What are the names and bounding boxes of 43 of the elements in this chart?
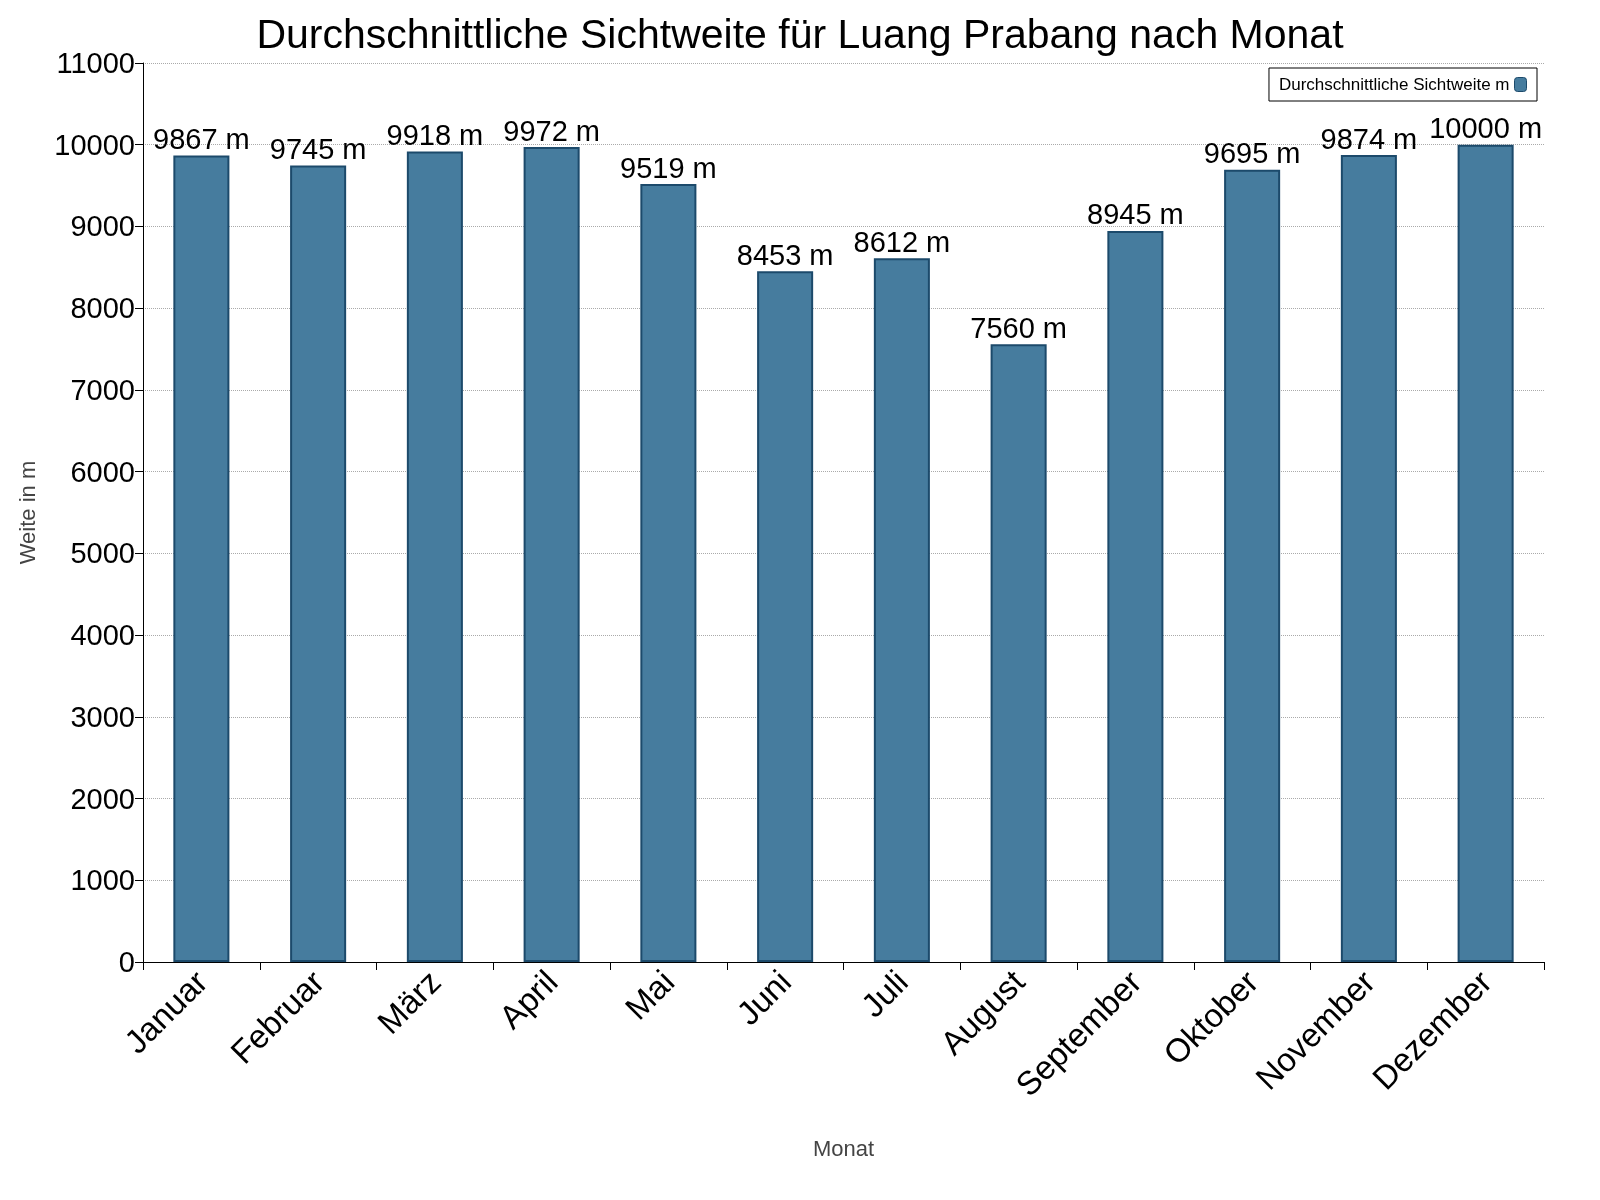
data-label: 9519 m	[620, 151, 717, 184]
bar	[990, 344, 1047, 962]
y-tick-label: 0	[118, 946, 135, 978]
data-label: 9695 m	[1203, 137, 1301, 170]
y-tick-label: 5000	[70, 537, 135, 570]
bar	[1107, 230, 1164, 962]
bar	[1340, 155, 1397, 962]
data-label: 7560 m	[970, 311, 1067, 344]
legend-label: Durchschnittliche Sichtweite m	[1278, 75, 1510, 94]
bar	[757, 271, 814, 962]
data-label: 9918 m	[386, 118, 484, 151]
y-tick-label: 2000	[70, 782, 135, 815]
x-axis-title: Monat	[812, 1135, 875, 1161]
x-tick-label: Mai	[617, 962, 682, 1027]
bar	[173, 155, 230, 962]
x-tick-label: Juni	[729, 962, 799, 1032]
data-label: 9972 m	[503, 114, 600, 147]
x-tick-label: Juli	[853, 962, 915, 1025]
y-tick-label: 1000	[70, 864, 135, 897]
y-tick-label: 4000	[70, 619, 135, 652]
y-tick-label: 10000	[54, 128, 135, 161]
data-label: 8945 m	[1087, 198, 1184, 231]
data-label: 10000 m	[1429, 112, 1543, 145]
bar	[1224, 169, 1281, 962]
bar	[1457, 144, 1514, 962]
y-tick-label: 11000	[56, 47, 135, 79]
bar	[290, 165, 347, 962]
y-tick-label: 7000	[70, 373, 135, 406]
y-tick-label: 6000	[70, 455, 135, 488]
data-label: 8453 m	[736, 238, 834, 271]
data-label: 9745 m	[269, 133, 367, 166]
y-tick-label: 8000	[70, 292, 135, 325]
data-label: 9867 m	[153, 123, 250, 156]
bar	[640, 184, 697, 962]
bar	[873, 258, 930, 962]
bar	[523, 147, 580, 962]
y-axis-title: Weite in m	[14, 460, 40, 565]
chart-title: Durchschnittliche Sichtweite für Luang Prabang nach Monat	[256, 10, 1345, 57]
y-tick-label: 9000	[70, 210, 135, 243]
data-label: 9874 m	[1320, 122, 1418, 155]
bar	[406, 151, 463, 962]
y-tick-label: 3000	[70, 700, 135, 733]
data-label: 8612 m	[853, 225, 951, 258]
